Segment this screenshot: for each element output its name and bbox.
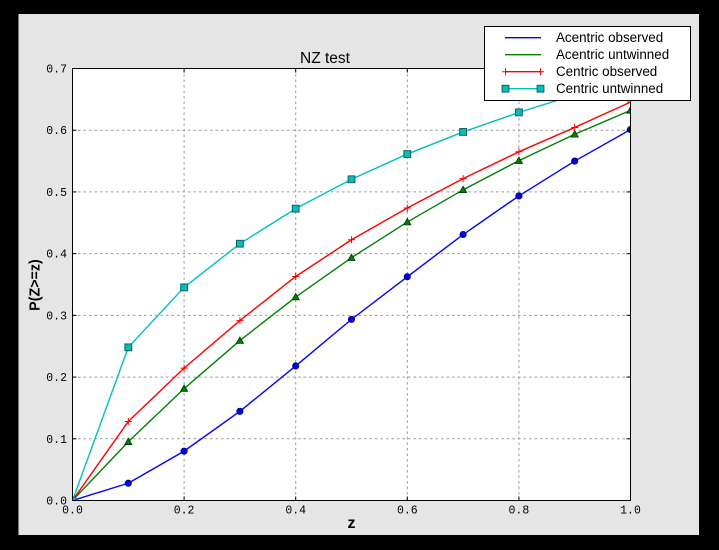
- svg-text:Centric untwinned: Centric untwinned: [556, 81, 663, 96]
- svg-text:0.7: 0.7: [46, 64, 67, 77]
- svg-text:0.6: 0.6: [397, 505, 418, 518]
- svg-text:0.4: 0.4: [46, 249, 67, 262]
- svg-text:0.8: 0.8: [509, 505, 530, 518]
- svg-text:z: z: [348, 515, 356, 532]
- svg-text:0.3: 0.3: [46, 310, 67, 323]
- svg-text:1.0: 1.0: [620, 505, 641, 518]
- svg-text:NZ test: NZ test: [300, 50, 351, 67]
- svg-text:0.2: 0.2: [174, 505, 195, 518]
- svg-text:Centric observed: Centric observed: [556, 64, 657, 79]
- svg-text:0.6: 0.6: [46, 125, 67, 138]
- svg-text:0.1: 0.1: [46, 434, 67, 447]
- svg-text:0.0: 0.0: [62, 505, 83, 518]
- svg-text:0.0: 0.0: [46, 496, 67, 509]
- svg-text:0.4: 0.4: [285, 505, 306, 518]
- svg-text:0.2: 0.2: [46, 372, 67, 385]
- svg-text:Acentric observed: Acentric observed: [556, 30, 663, 45]
- svg-text:P(Z>=z): P(Z>=z): [28, 259, 44, 311]
- svg-text:Acentric untwinned: Acentric untwinned: [556, 47, 669, 62]
- svg-text:0.5: 0.5: [46, 187, 67, 200]
